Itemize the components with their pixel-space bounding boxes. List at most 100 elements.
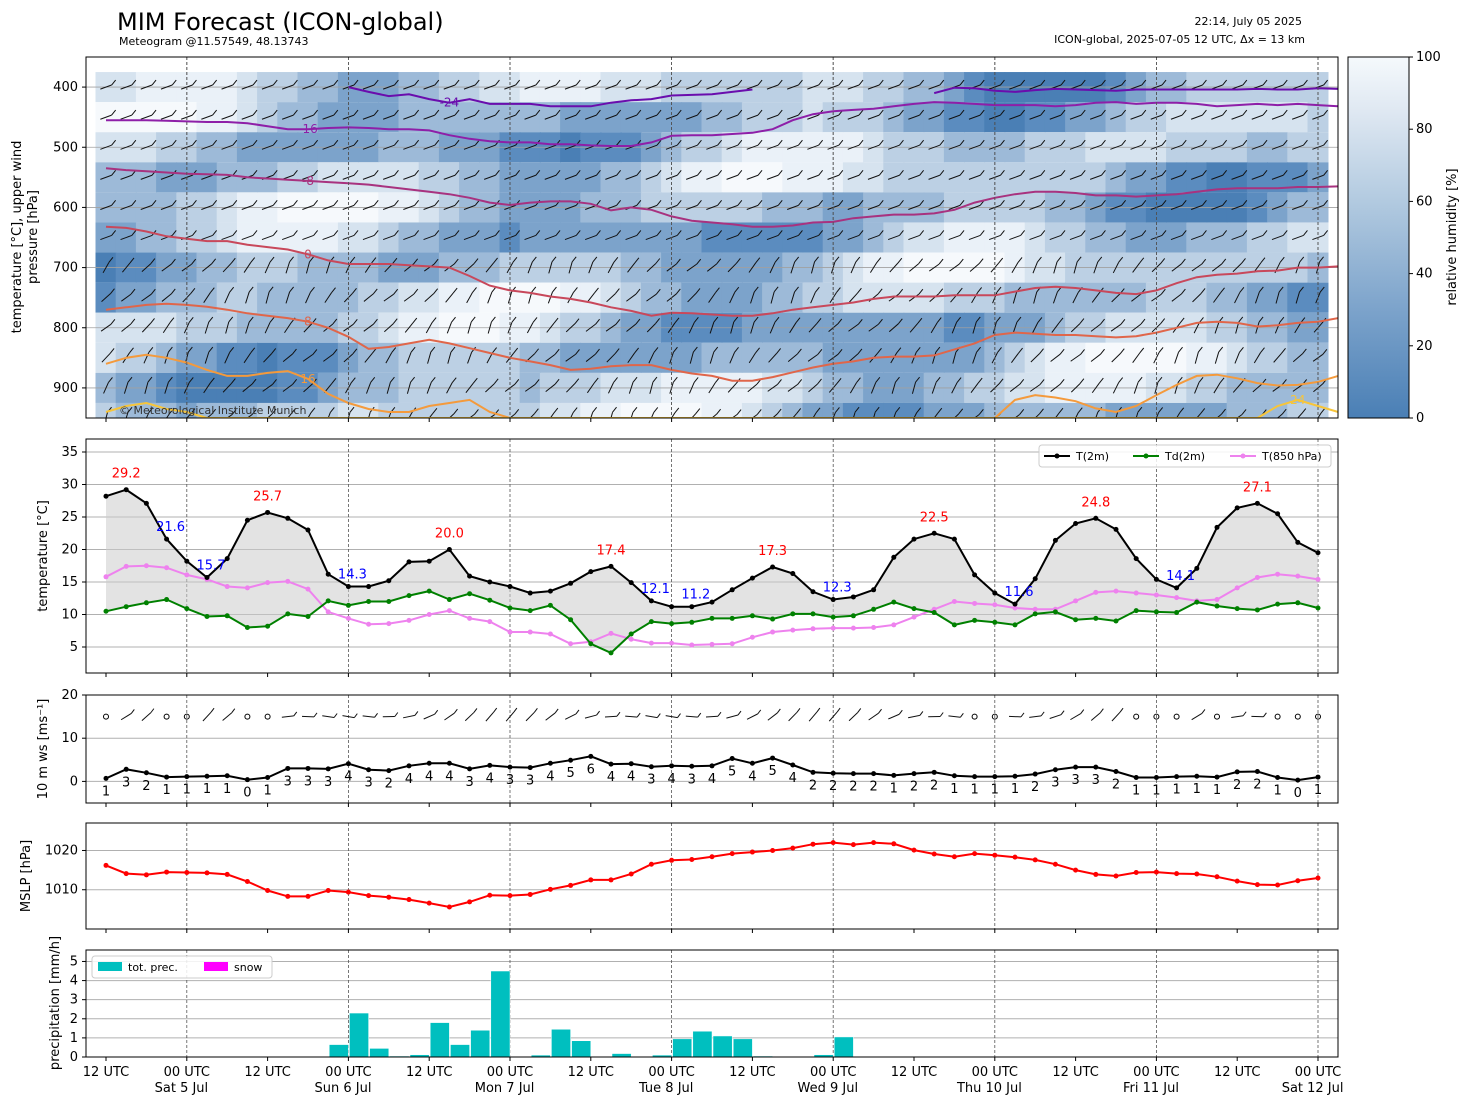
wind-barb — [1170, 174, 1183, 180]
wind-value-label: 1 — [223, 782, 231, 797]
wind-barb-flag — [353, 713, 358, 718]
wind-barb-flag — [1181, 200, 1187, 206]
x-hour-label: 12 UTC — [244, 1065, 290, 1080]
wind-barb — [867, 204, 880, 210]
mslp-point — [406, 897, 412, 903]
series-point — [1275, 571, 1281, 577]
calm-wind-marker — [163, 713, 170, 720]
wind-barb-flag — [917, 317, 923, 324]
series-point — [143, 563, 149, 569]
calm-wind-marker — [1274, 713, 1281, 720]
wind-barb-flag — [534, 408, 539, 415]
wind-barb — [928, 144, 941, 150]
humidity-cell — [1065, 402, 1087, 418]
wind-barb-flag — [212, 200, 218, 206]
wind-barb-flag — [1101, 230, 1106, 236]
wind-value-label: 3 — [465, 775, 473, 790]
series-point — [1234, 505, 1240, 511]
wind-barb-flag — [1158, 347, 1164, 353]
wind-barb — [746, 204, 759, 210]
series-point — [1052, 609, 1058, 615]
wind-barb-flag — [151, 139, 157, 146]
wind-barb — [727, 262, 737, 273]
wind-barb-flag — [1181, 230, 1187, 236]
wind-barb — [889, 262, 899, 273]
wind-barb-flag — [1303, 200, 1308, 206]
wind-barb — [584, 234, 597, 241]
mslp-point — [1174, 871, 1180, 877]
series-point — [850, 613, 856, 619]
wind-barb-flag — [796, 708, 801, 713]
wind-barb-flag — [635, 318, 641, 325]
wind-barb — [909, 263, 919, 272]
wind-barb-flag — [596, 79, 601, 86]
series-point — [729, 641, 735, 647]
wind-barb-flag — [150, 258, 156, 264]
wind-speed-point — [871, 771, 877, 777]
wind-barb — [265, 291, 270, 304]
wind-barb — [766, 234, 779, 241]
isotherm — [105, 353, 1338, 418]
wind-barb-flag — [977, 377, 983, 384]
isotherm — [348, 86, 1338, 108]
wind-barb — [202, 263, 212, 272]
wind-barb — [368, 412, 371, 418]
wind-barb-flag — [515, 230, 521, 236]
wind-barb-flag — [978, 258, 984, 264]
wind-barb — [1110, 114, 1122, 120]
precipitation-legend: tot. prec. snow — [91, 955, 273, 979]
series-point — [366, 599, 372, 604]
wind-speed-point — [648, 764, 654, 770]
humidity-cell — [863, 402, 885, 418]
wind-barb-flag — [512, 257, 518, 263]
wind-value-label: 4 — [607, 770, 615, 785]
series-point — [911, 606, 917, 612]
wind-barb — [222, 712, 233, 721]
max-label: 25.7 — [253, 489, 282, 504]
wind-barb-flag — [312, 349, 318, 355]
wind-barb-flag — [1200, 288, 1206, 294]
wind-value-label: 0 — [243, 786, 251, 801]
mslp-point — [972, 851, 978, 857]
wind-barb — [586, 292, 595, 303]
wind-barb — [305, 261, 311, 274]
wind-barb — [606, 353, 616, 363]
wind-barb-flag — [1060, 710, 1065, 715]
wind-barb — [1049, 204, 1062, 210]
wind-barb — [464, 263, 475, 272]
wind-barb-flag — [757, 169, 763, 176]
wind-barb — [546, 322, 555, 333]
wind-speed-point — [669, 763, 675, 769]
wind-barb-flag — [151, 79, 157, 86]
humidity-cell — [1206, 402, 1228, 418]
wind-barb — [746, 144, 759, 150]
wind-barb — [606, 293, 616, 303]
wind-barb-flag — [1060, 79, 1066, 86]
wind-barb — [1170, 204, 1183, 210]
wind-barb-flag — [394, 139, 399, 146]
series-point — [669, 621, 675, 627]
wind-barb — [568, 261, 573, 274]
wind-barb — [1070, 323, 1081, 333]
series-point — [244, 585, 250, 591]
wind-barb — [221, 84, 234, 90]
wind-barb — [1130, 174, 1143, 180]
wind-barb-flag — [756, 409, 762, 415]
wind-barb — [164, 382, 169, 394]
wind-speed-point — [1073, 764, 1079, 770]
wind-barb — [382, 174, 395, 180]
wind-barb-flag — [1161, 79, 1167, 86]
wind-barb-flag — [939, 109, 945, 116]
wind-barb — [463, 144, 476, 150]
wind-barb-flag — [554, 708, 559, 714]
wind-barb-flag — [674, 317, 680, 324]
wind-barb — [605, 234, 617, 241]
series-point — [992, 590, 998, 596]
wind-barb-flag — [818, 79, 824, 86]
wind-barb-flag — [532, 317, 538, 323]
wind-value-label: 3 — [1092, 773, 1100, 788]
series-point — [810, 626, 816, 632]
wind-barb-flag — [652, 376, 658, 383]
wind-barb-flag — [1299, 256, 1305, 263]
mslp-point — [1032, 857, 1038, 863]
